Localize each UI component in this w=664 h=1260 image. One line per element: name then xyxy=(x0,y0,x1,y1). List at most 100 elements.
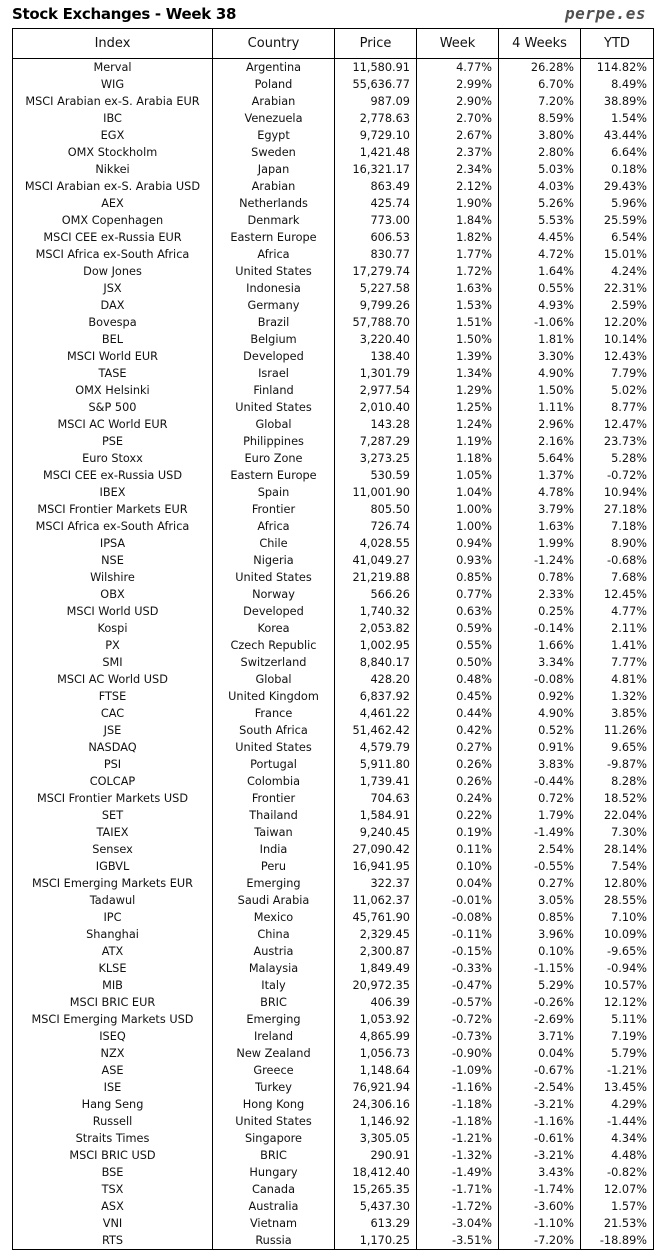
ytd-change-cell: -9.65% xyxy=(580,943,654,960)
country-cell: Denmark xyxy=(212,212,335,229)
index-cell: MSCI BRIC EUR xyxy=(12,994,213,1011)
ytd-change-cell: 114.82% xyxy=(580,58,654,76)
ytd-change-cell: 5.79% xyxy=(580,1045,654,1062)
table-row: Sensex India 27,090.42 0.11% 2.54% 28.14% xyxy=(12,841,654,858)
country-cell: Argentina xyxy=(212,58,335,76)
table-row: Hang Seng Hong Kong 24,306.16 -1.18% -3.21% 4… xyxy=(12,1096,654,1113)
ytd-change-cell: 7.10% xyxy=(580,909,654,926)
index-cell: IGBVL xyxy=(12,858,213,875)
ytd-change-cell: 7.18% xyxy=(580,518,654,535)
ytd-change-cell: 1.54% xyxy=(580,110,654,127)
price-cell: 16,321.17 xyxy=(334,161,417,178)
price-cell: 425.74 xyxy=(334,195,417,212)
country-cell: Mexico xyxy=(212,909,335,926)
four-weeks-change-cell: 0.04% xyxy=(498,1045,581,1062)
four-weeks-change-cell: 1.37% xyxy=(498,467,581,484)
country-cell: BRIC xyxy=(212,994,335,1011)
four-weeks-change-cell: 26.28% xyxy=(498,58,581,76)
index-cell: MSCI AC World EUR xyxy=(12,416,213,433)
ytd-change-cell: 12.07% xyxy=(580,1181,654,1198)
week-change-cell: 4.77% xyxy=(416,58,499,76)
country-cell: Emerging xyxy=(212,1011,335,1028)
four-weeks-change-cell: 4.72% xyxy=(498,246,581,263)
table-row: MSCI Arabian ex-S. Arabia USD Arabian 863.… xyxy=(12,178,654,195)
week-change-cell: 1.82% xyxy=(416,229,499,246)
ytd-change-cell: 10.57% xyxy=(580,977,654,994)
country-cell: Saudi Arabia xyxy=(212,892,335,909)
four-weeks-change-cell: -3.21% xyxy=(498,1096,581,1113)
price-cell: 566.26 xyxy=(334,586,417,603)
ytd-change-cell: 1.57% xyxy=(580,1198,654,1215)
week-change-cell: 2.12% xyxy=(416,178,499,195)
four-weeks-change-cell: 1.99% xyxy=(498,535,581,552)
four-weeks-change-cell: 1.64% xyxy=(498,263,581,280)
country-cell: Arabian xyxy=(212,178,335,195)
week-change-cell: 0.45% xyxy=(416,688,499,705)
brand-watermark: perpe.es xyxy=(564,4,646,23)
week-change-cell: -1.18% xyxy=(416,1096,499,1113)
week-change-cell: 2.67% xyxy=(416,127,499,144)
four-weeks-change-cell: 8.59% xyxy=(498,110,581,127)
country-cell: Israel xyxy=(212,365,335,382)
table-row: MSCI Emerging Markets USD Emerging 1,053.9… xyxy=(12,1011,654,1028)
week-change-cell: 0.19% xyxy=(416,824,499,841)
table-row: IBEX Spain 11,001.90 1.04% 4.78% 10.94% xyxy=(12,484,654,501)
country-cell: Developed xyxy=(212,348,335,365)
country-cell: New Zealand xyxy=(212,1045,335,1062)
index-cell: MSCI Frontier Markets EUR xyxy=(12,501,213,518)
table-row: EGX Egypt 9,729.10 2.67% 3.80% 43.44% xyxy=(12,127,654,144)
country-cell: Austria xyxy=(212,943,335,960)
table-header-row: Index Country Price Week 4 Weeks YTD xyxy=(12,28,654,59)
week-change-cell: -1.72% xyxy=(416,1198,499,1215)
week-change-cell: -1.09% xyxy=(416,1062,499,1079)
country-cell: Korea xyxy=(212,620,335,637)
table-row: BSE Hungary 18,412.40 -1.49% 3.43% -0.82% xyxy=(12,1164,654,1181)
index-cell: ISEQ xyxy=(12,1028,213,1045)
table-row: NSE Nigeria 41,049.27 0.93% -1.24% -0.68% xyxy=(12,552,654,569)
index-cell: NZX xyxy=(12,1045,213,1062)
ytd-change-cell: 2.11% xyxy=(580,620,654,637)
four-weeks-change-cell: 3.80% xyxy=(498,127,581,144)
ytd-change-cell: 18.52% xyxy=(580,790,654,807)
ytd-change-cell: 15.01% xyxy=(580,246,654,263)
ytd-change-cell: 7.19% xyxy=(580,1028,654,1045)
index-cell: VNI xyxy=(12,1215,213,1232)
four-weeks-change-cell: -1.74% xyxy=(498,1181,581,1198)
four-weeks-change-cell: 4.03% xyxy=(498,178,581,195)
price-cell: 21,219.88 xyxy=(334,569,417,586)
four-weeks-change-cell: 4.93% xyxy=(498,297,581,314)
ytd-change-cell: 8.28% xyxy=(580,773,654,790)
price-cell: 1,056.73 xyxy=(334,1045,417,1062)
price-cell: 830.77 xyxy=(334,246,417,263)
table-row: MSCI Africa ex-South Africa Africa 830.77 1… xyxy=(12,246,654,263)
four-weeks-change-cell: -7.20% xyxy=(498,1232,581,1250)
country-cell: Spain xyxy=(212,484,335,501)
ytd-change-cell: 29.43% xyxy=(580,178,654,195)
country-cell: Developed xyxy=(212,603,335,620)
index-cell: MSCI Frontier Markets USD xyxy=(12,790,213,807)
four-weeks-change-cell: -0.26% xyxy=(498,994,581,1011)
table-row: NZX New Zealand 1,056.73 -0.90% 0.04% 5.79% xyxy=(12,1045,654,1062)
week-change-cell: 1.25% xyxy=(416,399,499,416)
week-change-cell: 0.77% xyxy=(416,586,499,603)
country-cell: Indonesia xyxy=(212,280,335,297)
table-row: OBX Norway 566.26 0.77% 2.33% 12.45% xyxy=(12,586,654,603)
week-change-cell: -1.16% xyxy=(416,1079,499,1096)
index-cell: MSCI AC World USD xyxy=(12,671,213,688)
country-cell: Brazil xyxy=(212,314,335,331)
week-change-cell: 0.59% xyxy=(416,620,499,637)
country-cell: Hungary xyxy=(212,1164,335,1181)
four-weeks-change-cell: 0.25% xyxy=(498,603,581,620)
index-cell: OMX Copenhagen xyxy=(12,212,213,229)
week-change-cell: 2.99% xyxy=(416,76,499,93)
ytd-change-cell: 2.59% xyxy=(580,297,654,314)
country-cell: Netherlands xyxy=(212,195,335,212)
country-cell: Vietnam xyxy=(212,1215,335,1232)
week-change-cell: 0.42% xyxy=(416,722,499,739)
four-weeks-change-cell: 6.70% xyxy=(498,76,581,93)
week-change-cell: 1.63% xyxy=(416,280,499,297)
country-cell: Greece xyxy=(212,1062,335,1079)
table-row: MSCI Arabian ex-S. Arabia EUR Arabian 987.… xyxy=(12,93,654,110)
index-cell: Nikkei xyxy=(12,161,213,178)
index-cell: MSCI World EUR xyxy=(12,348,213,365)
